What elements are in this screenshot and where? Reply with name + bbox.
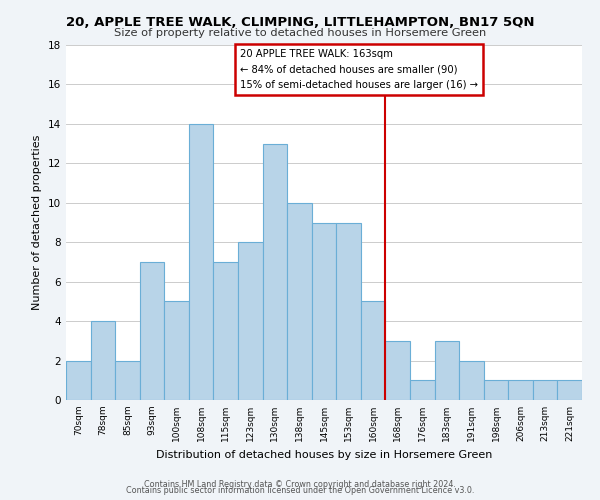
Bar bbox=[66, 360, 91, 400]
Bar bbox=[434, 341, 459, 400]
Bar bbox=[410, 380, 434, 400]
Bar bbox=[459, 360, 484, 400]
Bar bbox=[312, 222, 336, 400]
Bar bbox=[238, 242, 263, 400]
Text: 20 APPLE TREE WALK: 163sqm
← 84% of detached houses are smaller (90)
15% of semi: 20 APPLE TREE WALK: 163sqm ← 84% of deta… bbox=[241, 49, 478, 90]
Bar bbox=[508, 380, 533, 400]
Text: 20, APPLE TREE WALK, CLIMPING, LITTLEHAMPTON, BN17 5QN: 20, APPLE TREE WALK, CLIMPING, LITTLEHAM… bbox=[66, 16, 534, 30]
Bar bbox=[385, 341, 410, 400]
Bar bbox=[361, 302, 385, 400]
Bar bbox=[214, 262, 238, 400]
Bar bbox=[91, 321, 115, 400]
X-axis label: Distribution of detached houses by size in Horsemere Green: Distribution of detached houses by size … bbox=[156, 450, 492, 460]
Bar bbox=[484, 380, 508, 400]
Bar bbox=[336, 222, 361, 400]
Text: Size of property relative to detached houses in Horsemere Green: Size of property relative to detached ho… bbox=[114, 28, 486, 38]
Bar bbox=[263, 144, 287, 400]
Text: Contains public sector information licensed under the Open Government Licence v3: Contains public sector information licen… bbox=[126, 486, 474, 495]
Bar bbox=[533, 380, 557, 400]
Y-axis label: Number of detached properties: Number of detached properties bbox=[32, 135, 43, 310]
Bar bbox=[164, 302, 189, 400]
Bar bbox=[140, 262, 164, 400]
Bar bbox=[287, 203, 312, 400]
Text: Contains HM Land Registry data © Crown copyright and database right 2024.: Contains HM Land Registry data © Crown c… bbox=[144, 480, 456, 489]
Bar bbox=[557, 380, 582, 400]
Bar bbox=[189, 124, 214, 400]
Bar bbox=[115, 360, 140, 400]
